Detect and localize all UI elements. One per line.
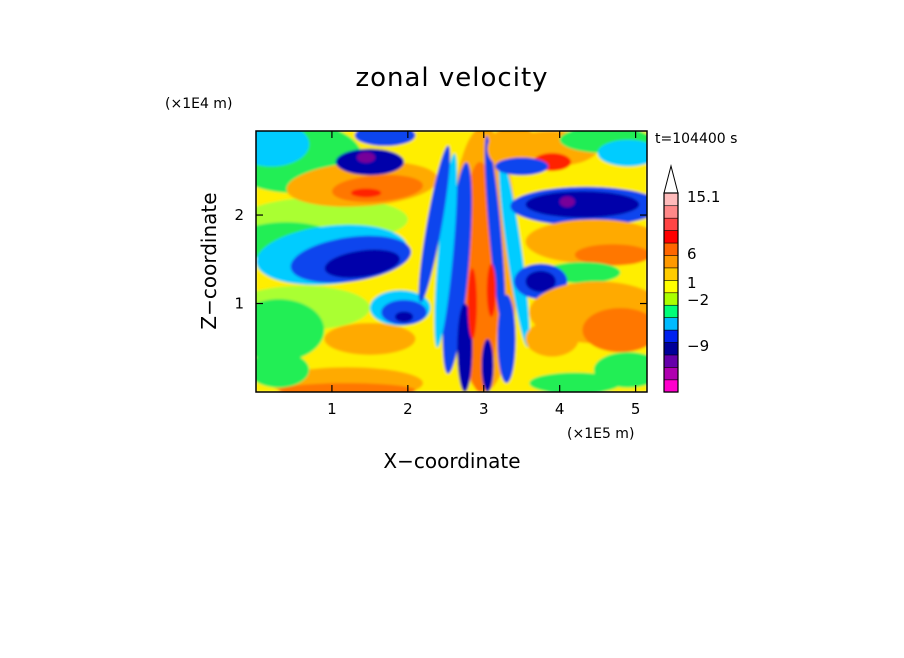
heatmap-region [559,196,575,208]
colorbar-label-minus-2: −2 [687,291,709,309]
heatmap-region [467,268,477,339]
colorbar-level [663,317,679,331]
chart-title: zonal velocity [355,63,548,93]
heatmap-region [597,139,647,167]
heatmap-region [497,294,516,384]
heatmap-region [525,270,556,293]
colorbar-level [663,354,679,368]
x-tick-label: 2 [403,400,413,418]
heatmap-region [356,152,376,163]
heatmap-region [442,162,472,374]
heatmap-region [457,303,473,392]
heatmap-region [418,145,451,303]
heatmap-region [324,322,416,355]
colorbar-level [663,205,679,219]
colorbar-labels: 15.1 6 1 −2 −9 [687,188,720,355]
heatmap-region [525,191,640,218]
heatmap-region [278,383,416,392]
colorbar-level [663,192,679,207]
colorbar-level [663,329,679,343]
colorbar-max-arrow [663,164,679,194]
heatmap-field [256,131,647,392]
heatmap-region [394,311,414,323]
colorbar-level [663,341,679,356]
x-tick-label: 1 [327,400,337,418]
colorbar-frame [663,192,679,393]
heatmap-region [256,352,310,388]
colorbar-level [663,230,679,244]
colorbar-label-6: 6 [687,245,697,263]
heatmap-region [484,135,506,330]
heatmap-region [529,372,621,392]
heatmap-region [256,299,325,362]
heatmap-region [582,307,647,353]
heatmap-region [525,321,579,357]
heatmap-region [354,131,416,147]
colorbar-label-minus-9: −9 [687,337,709,355]
heatmap-region [498,154,530,347]
colorbar [663,164,679,393]
colorbar-level [663,217,679,231]
heatmap-region [486,263,496,317]
colorbar-level [663,304,679,318]
x-axis-title: X−coordinate [383,449,520,473]
x-scale-label: (×1E5 m) [567,426,634,442]
y-axis: 12 [234,206,647,313]
x-tick-label: 5 [631,400,641,418]
y-tick-label: 1 [234,295,244,313]
heatmap-region [350,188,382,198]
heatmap-region [481,338,494,392]
y-scale-label: (×1E4 m) [165,96,232,112]
heatmap-layers [256,131,647,392]
colorbar-level [663,242,679,256]
heatmap-region [324,249,400,278]
colorbar-level [663,379,679,393]
colorbar-level [663,254,679,269]
plot-frame [255,130,648,393]
colorbar-level [663,267,679,281]
colorbar-level [663,292,679,306]
y-axis-title: Z−coordinate [197,192,221,329]
y-tick-label: 2 [234,206,244,224]
x-axis: 1 2 3 4 5 [327,131,640,418]
colorbar-label-1: 1 [687,274,697,292]
heatmap-region [434,153,458,348]
x-tick-label: 4 [555,400,565,418]
heatmap-region [574,244,647,266]
heatmap-region [256,131,310,167]
heatmap-region [495,157,549,176]
colorbar-label-15-1: 15.1 [687,188,720,206]
colorbar-level [663,279,679,294]
colorbar-level [663,366,679,381]
time-label: t=104400 s [655,131,737,147]
x-tick-label: 3 [479,400,489,418]
